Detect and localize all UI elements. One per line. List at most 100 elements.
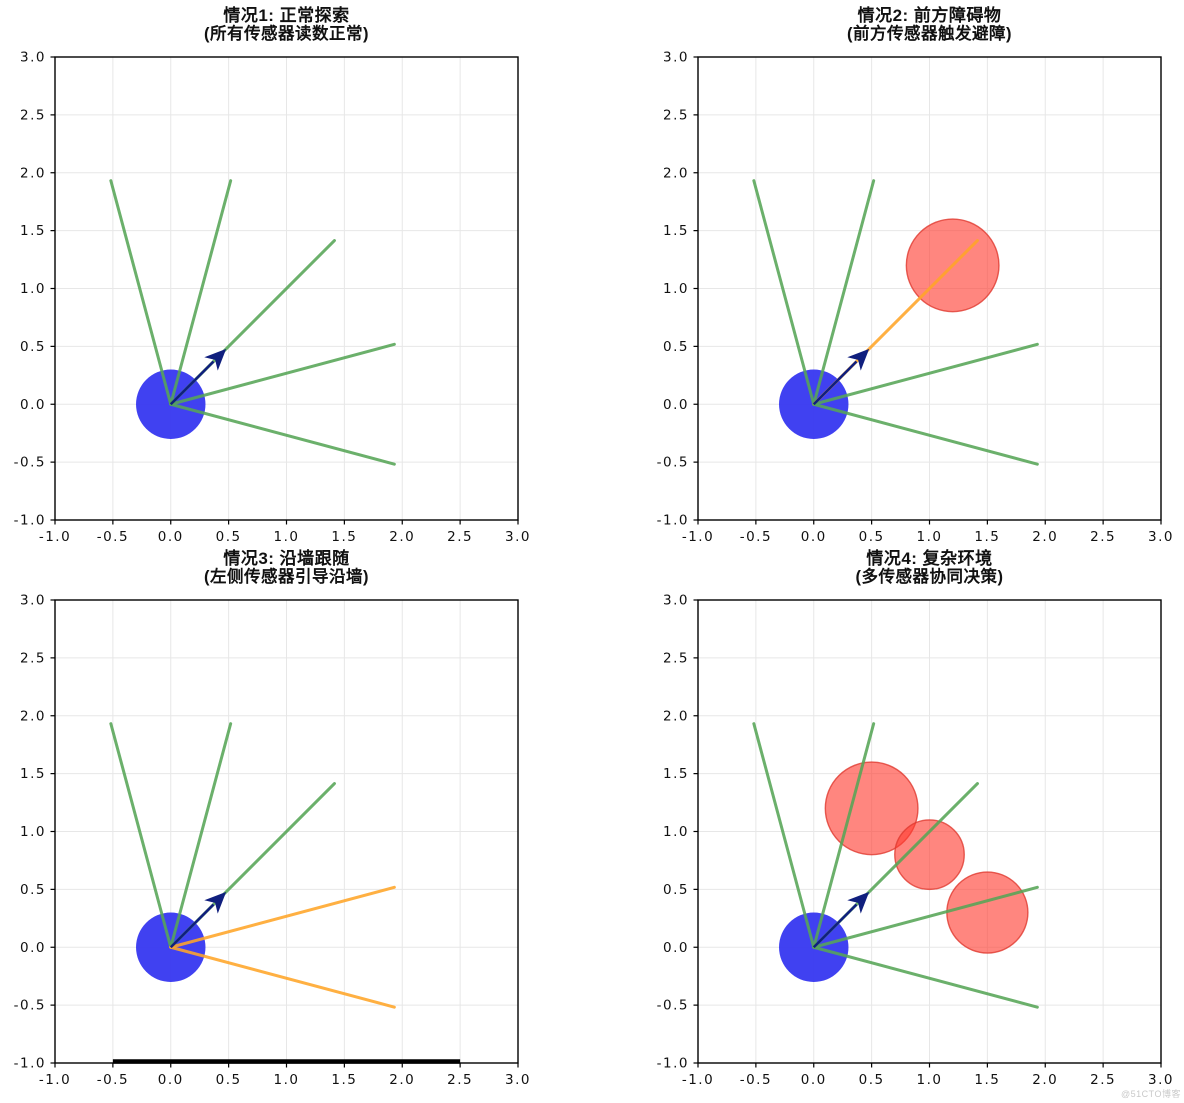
y-tick-label: -0.5 [657, 998, 689, 1014]
y-tick-label: -0.5 [657, 455, 689, 471]
x-tick-label: 1.0 [274, 1072, 300, 1088]
x-tick-label: 2.5 [447, 1072, 473, 1088]
sensor-ray-normal [812, 945, 1039, 1009]
y-tick-label: 2.5 [663, 650, 689, 666]
x-tick-label: 0.0 [801, 529, 827, 545]
y-tick-label: 3.0 [20, 593, 46, 609]
y-tick-label: 0.0 [663, 397, 689, 413]
heading-arrow-shaft [169, 360, 215, 406]
panel1-title: 情况1: 正常探索 (所有传感器读数正常) [55, 6, 518, 44]
panel4-title-line2: (多传感器协同决策) [855, 568, 1004, 586]
heading-arrow-head [204, 891, 227, 914]
x-tick-label: 0.0 [158, 1072, 184, 1088]
x-tick-label: -0.5 [740, 1072, 772, 1088]
x-tick-label: 2.5 [1090, 1072, 1116, 1088]
x-tick-label: 1.0 [917, 1072, 943, 1088]
y-tick-label: 2.0 [663, 708, 689, 724]
x-tick-label: 0.5 [859, 1072, 885, 1088]
x-tick-label: 2.0 [389, 1072, 415, 1088]
x-tick-label: -1.0 [39, 1072, 71, 1088]
x-tick-label: 1.0 [274, 529, 300, 545]
x-tick-label: 3.0 [505, 529, 531, 545]
sensor-ray-normal [169, 179, 233, 406]
sensor-ray-normal [752, 179, 816, 406]
panel4-title: 情况4: 复杂环境 (多传感器协同决策) [698, 549, 1161, 587]
obstacle-circle [824, 761, 919, 856]
x-tick-label: 3.0 [1148, 1072, 1174, 1088]
y-tick-label: -1.0 [657, 513, 689, 529]
y-tick-label: 2.0 [663, 165, 689, 181]
panel2-title-line2: (前方传感器触发避障) [847, 25, 1012, 43]
x-tick-label: -0.5 [740, 529, 772, 545]
sensor-ray-normal [169, 722, 233, 949]
y-tick-label: 1.5 [663, 223, 689, 239]
obstacle-circle [894, 819, 965, 891]
x-tick-label: 1.5 [974, 529, 1000, 545]
sensor-ray-normal [109, 179, 173, 406]
panel1-title-line1: 情况1: 正常探索 [223, 6, 350, 25]
y-tick-label: 1.5 [663, 766, 689, 782]
x-tick-label: 2.0 [1032, 1072, 1058, 1088]
x-tick-label: -1.0 [682, 1072, 714, 1088]
heading-arrow-shaft [812, 360, 858, 406]
x-tick-label: 1.0 [917, 529, 943, 545]
y-tick-label: 3.0 [20, 50, 46, 66]
y-tick-label: 0.0 [20, 940, 46, 956]
y-tick-label: -1.0 [14, 1056, 46, 1072]
sensor-ray-normal [812, 722, 876, 949]
y-tick-label: 0.5 [20, 339, 46, 355]
y-tick-label: 0.0 [663, 940, 689, 956]
sensor-ray-normal [109, 722, 173, 949]
sensor-ray-triggered [169, 945, 396, 1009]
x-tick-label: 0.0 [158, 529, 184, 545]
x-tick-label: 3.0 [1148, 529, 1174, 545]
panel2-title: 情况2: 前方障碍物 (前方传感器触发避障) [698, 6, 1161, 44]
y-tick-label: 2.5 [20, 107, 46, 123]
y-tick-label: 1.0 [20, 281, 46, 297]
sensor-ray-normal [812, 342, 1039, 406]
y-tick-label: 0.5 [663, 882, 689, 898]
x-tick-label: 2.5 [447, 529, 473, 545]
x-tick-label: 0.5 [216, 1072, 242, 1088]
x-tick-label: 1.5 [331, 529, 357, 545]
y-tick-label: 2.0 [20, 708, 46, 724]
x-tick-label: 0.5 [859, 529, 885, 545]
y-tick-label: 2.0 [20, 165, 46, 181]
heading-arrow-shaft [812, 903, 858, 949]
x-tick-label: 3.0 [505, 1072, 531, 1088]
sensor-ray-normal [752, 722, 816, 949]
x-tick-label: -1.0 [39, 529, 71, 545]
panel4-title-line1: 情况4: 复杂环境 [866, 549, 993, 568]
watermark-text: @51CTO博客 [1121, 1089, 1181, 1099]
x-tick-label: 1.5 [331, 1072, 357, 1088]
y-tick-label: 1.0 [20, 824, 46, 840]
y-tick-label: 1.5 [20, 766, 46, 782]
y-tick-label: -1.0 [14, 513, 46, 529]
y-tick-label: 2.5 [663, 107, 689, 123]
x-tick-label: 1.5 [974, 1072, 1000, 1088]
sensor-ray-triggered [169, 885, 396, 949]
y-tick-label: 3.0 [663, 50, 689, 66]
panel3-title-line1: 情况3: 沿墙跟随 [223, 549, 350, 568]
x-tick-label: 2.0 [1032, 529, 1058, 545]
x-tick-label: 2.0 [389, 529, 415, 545]
y-tick-label: 1.0 [663, 824, 689, 840]
panel1-title-line2: (所有传感器读数正常) [204, 25, 369, 43]
sensor-ray-normal [169, 402, 396, 466]
y-tick-label: -1.0 [657, 1056, 689, 1072]
x-tick-label: -0.5 [97, 1072, 129, 1088]
sensor-ray-normal [169, 342, 396, 406]
y-tick-label: 3.0 [663, 593, 689, 609]
heading-arrow-head [204, 348, 227, 371]
x-tick-label: 2.5 [1090, 529, 1116, 545]
sensor-ray-normal [812, 402, 1039, 466]
panel3-title: 情况3: 沿墙跟随 (左侧传感器引导沿墙) [55, 549, 518, 587]
y-tick-label: 0.5 [20, 882, 46, 898]
x-tick-label: 0.0 [801, 1072, 827, 1088]
y-tick-label: 2.5 [20, 650, 46, 666]
y-tick-label: 1.5 [20, 223, 46, 239]
y-tick-label: -0.5 [14, 998, 46, 1014]
y-tick-label: 0.5 [663, 339, 689, 355]
